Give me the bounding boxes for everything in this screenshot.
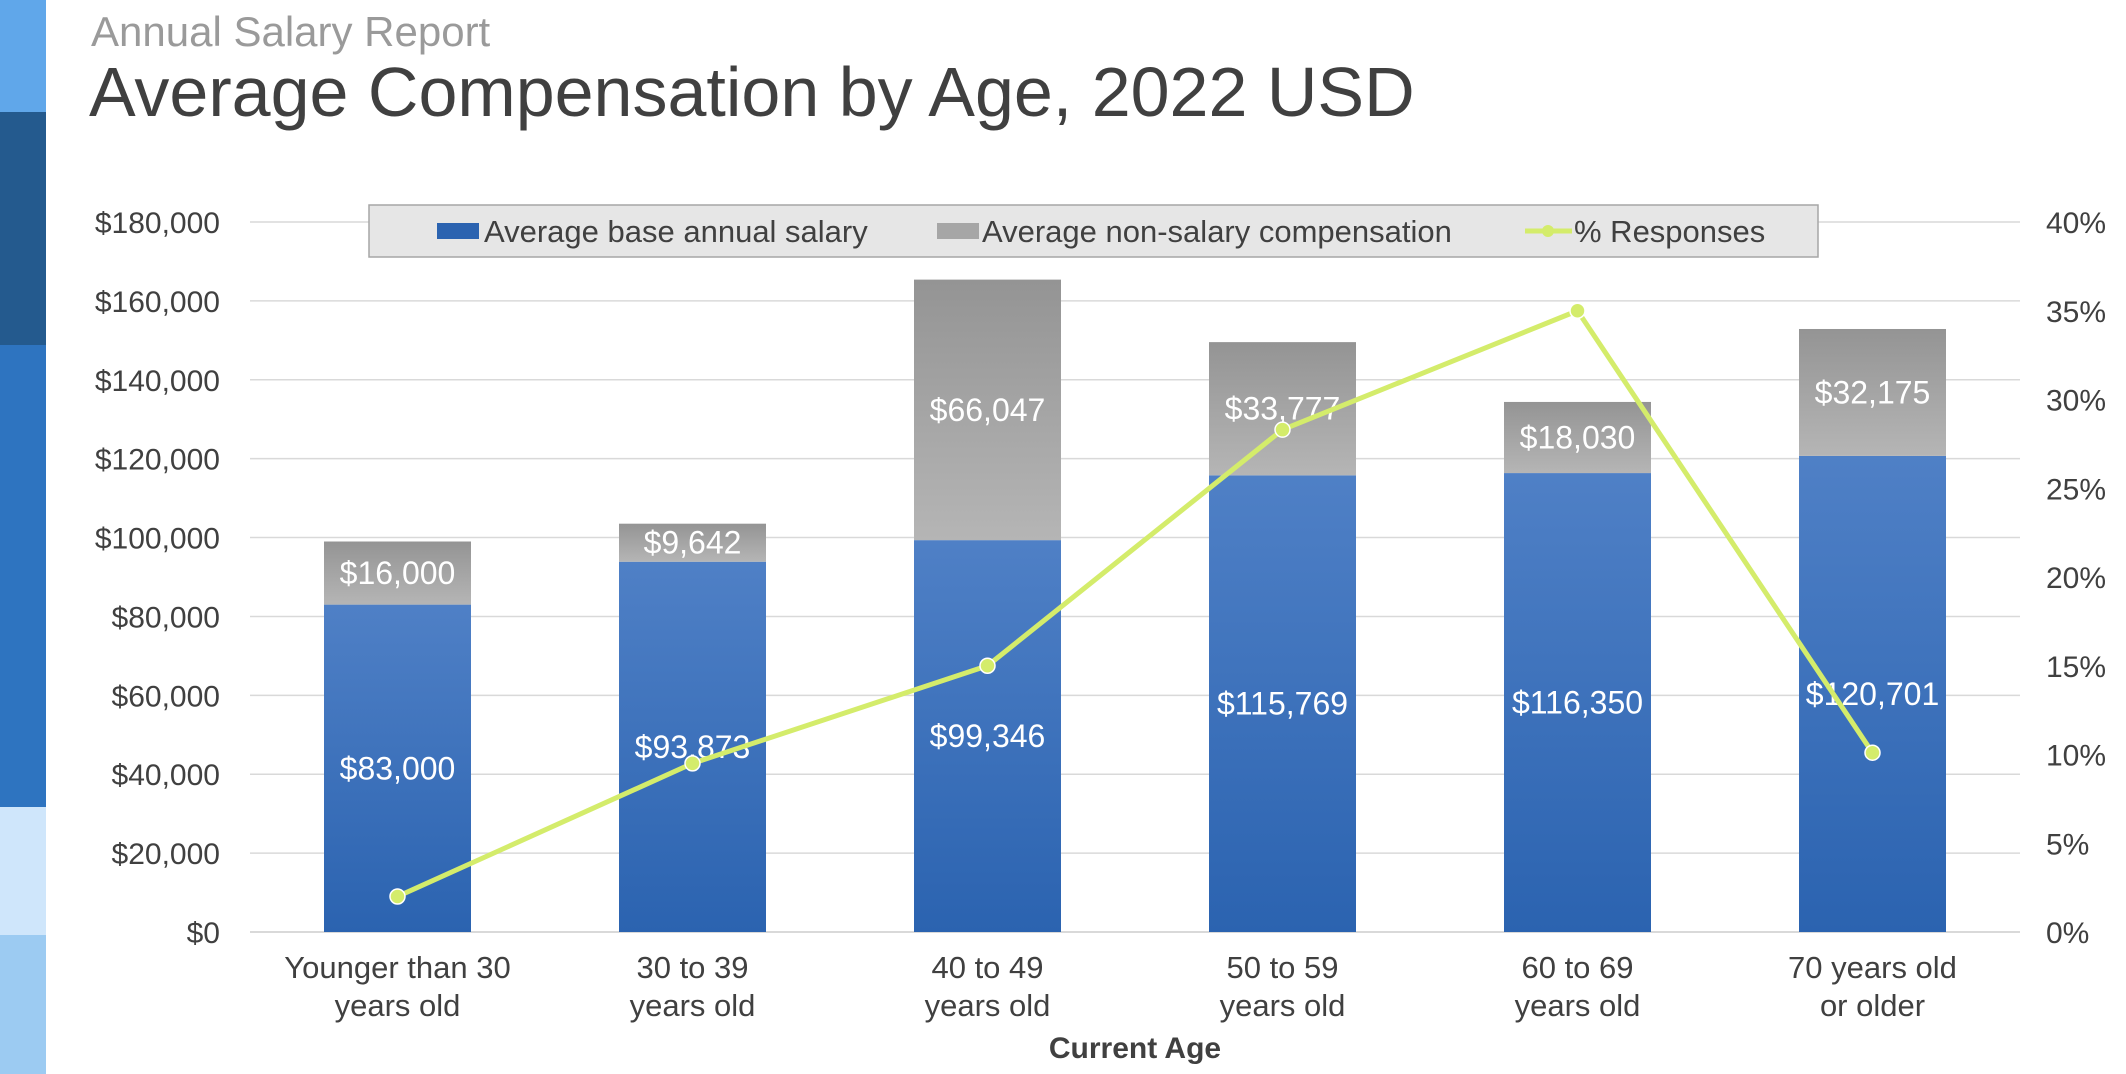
side-accent-segment [0,112,46,345]
y-axis-right: 0% 5% 10% 15% 20% 25% 30% 35% 40% [2046,207,2106,950]
y-tick-label: $160,000 [95,286,220,319]
side-accent-segment [0,935,46,1074]
y2-tick-label: 10% [2046,740,2106,773]
x-tick-label-line: or older [1820,988,1925,1023]
bar-label-base-salary: $83,000 [340,750,456,786]
bar-label-base-salary: $115,769 [1217,686,1348,722]
bar-base-salary [914,540,1061,932]
responses-polyline [396,308,1875,899]
bar-base-salary [1799,455,1946,932]
y2-tick-label: 15% [2046,651,2106,684]
x-tick-label: 50 to 59 years old [1220,950,1346,1023]
responses-point [389,888,406,905]
responses-line [389,302,1881,905]
bar-label-non-salary: $32,175 [1815,374,1931,410]
y-tick-label: $20,000 [112,838,220,871]
y-tick-label: $140,000 [95,365,220,398]
legend: Average base annual salary Average non-sa… [368,204,1819,258]
x-tick-label-line: years old [1515,988,1641,1023]
legend-swatch-non-salary [937,223,979,239]
side-accent-segment [0,0,46,112]
y-tick-label: $80,000 [112,601,220,634]
legend-label-responses: % Responses [1574,214,1765,249]
bar-label-non-salary: $16,000 [340,555,456,591]
y2-tick-label: 5% [2046,828,2089,861]
x-tick-label: Younger than 30 years old [284,950,510,1023]
y-axis-left: $0 $20,000 $40,000 $60,000 $80,000 $100,000 $1… [95,207,220,950]
x-tick-label-line: 40 to 49 [931,950,1043,985]
x-tick-label: 70 years old or older [1788,950,1957,1023]
y2-tick-label: 35% [2046,296,2106,329]
bars: $83,000$16,000$93,873$9,642$99,346$66,04… [324,279,1946,932]
report-subtitle: Annual Salary Report [91,8,491,55]
y2-tick-label: 40% [2046,207,2106,240]
bar-label-non-salary: $18,030 [1520,420,1636,456]
bar-base-salary [1504,473,1651,932]
bar-non-salary [914,279,1061,541]
bar-non-salary [619,523,766,562]
bar-label-non-salary: $33,777 [1225,391,1341,427]
bar-base-salary [324,604,471,932]
bar-label-non-salary: $9,642 [644,525,742,561]
y2-tick-label: 0% [2046,917,2089,950]
side-accent-segment [0,807,46,935]
responses-point [1864,744,1881,761]
x-tick-label-line: 60 to 69 [1521,950,1633,985]
side-accent-bar [0,0,46,1074]
x-axis-title: Current Age [1049,1032,1221,1065]
side-accent-segment [0,345,46,807]
x-tick-label: 40 to 49 years old [925,950,1051,1023]
legend-label-salary: Average base annual salary [484,214,868,249]
y-tick-label: $60,000 [112,680,220,713]
y-tick-label: $120,000 [95,444,220,477]
responses-point [684,755,701,772]
x-tick-label-line: 50 to 59 [1226,950,1338,985]
x-tick-label-line: 30 to 39 [636,950,748,985]
responses-point [979,657,996,674]
x-tick-label-line: years old [335,988,461,1023]
y-tick-label: $0 [187,917,220,950]
bar-label-non-salary: $66,047 [930,392,1046,428]
y2-tick-label: 30% [2046,385,2106,418]
legend-box [368,204,1819,258]
bar-non-salary [1504,401,1651,474]
x-tick-label-line: Younger than 30 [284,950,510,985]
legend-marker-responses [1542,225,1554,237]
responses-point [1274,421,1291,438]
bar-base-salary [1209,475,1356,932]
x-tick-label: 60 to 69 years old [1515,950,1641,1023]
x-tick-label-line: years old [1220,988,1346,1023]
x-tick-label: 30 to 39 years old [630,950,756,1023]
bar-label-base-salary: $116,350 [1512,685,1643,721]
x-tick-label-line: years old [630,988,756,1023]
y2-tick-label: 20% [2046,562,2106,595]
responses-point [1569,302,1586,319]
y-tick-label: $100,000 [95,523,220,556]
legend-label-non-salary: Average non-salary compensation [982,214,1452,249]
legend-swatch-salary [437,223,479,239]
y-tick-label: $40,000 [112,759,220,792]
y2-tick-label: 25% [2046,473,2106,506]
chart-title: Average Compensation by Age, 2022 USD [89,53,1415,131]
bar-label-base-salary: $99,346 [930,718,1046,754]
x-tick-label-line: years old [925,988,1051,1023]
x-tick-label-line: 70 years old [1788,950,1957,985]
y-tick-label: $180,000 [95,207,220,240]
bar-non-salary [1799,328,1946,456]
bar-non-salary [324,541,471,605]
